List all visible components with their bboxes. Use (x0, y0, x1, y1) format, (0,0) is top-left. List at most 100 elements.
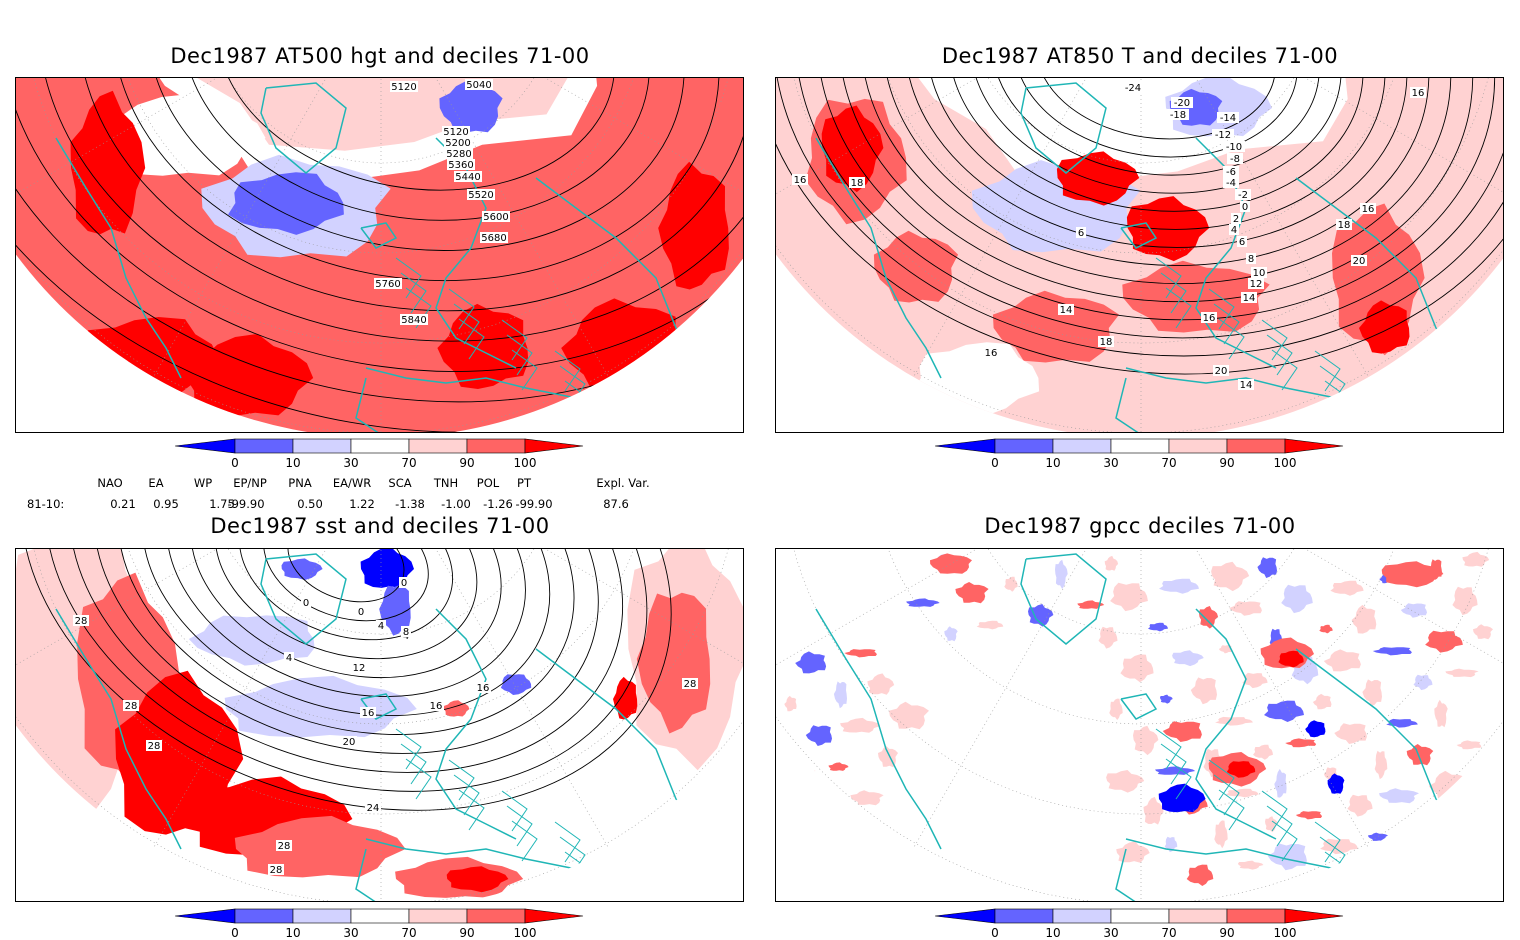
precip-cell (976, 620, 1004, 630)
index-value: 0.50 (297, 497, 323, 511)
colorbar-tick-label: 90 (459, 456, 475, 470)
border-line (1266, 805, 1293, 847)
colorbar-arrow-low (935, 908, 996, 924)
index-header: EA (148, 476, 164, 490)
anomaly-region (613, 676, 638, 720)
contour-label-bg (849, 177, 865, 188)
colorbar-segment (292, 438, 352, 454)
contour-label-bg (1213, 365, 1229, 376)
contour-label: 14 (1240, 380, 1253, 391)
contour-label: 5840 (401, 315, 426, 326)
colorbar-tick-label: 70 (401, 926, 417, 940)
contour-label: 20 (343, 737, 356, 748)
index-value: -1.00 (441, 497, 471, 511)
index-header: PT (517, 476, 531, 490)
contour-label-bg (268, 864, 284, 875)
precip-cell (1104, 555, 1119, 571)
contour-label: 0 (303, 598, 309, 609)
contour-label: 16 (985, 348, 998, 359)
anomaly-region (1126, 196, 1210, 262)
contour-line (948, 78, 1364, 212)
precip-cell (1264, 700, 1304, 722)
precip-cell (1312, 693, 1332, 710)
contour-label: 5760 (375, 279, 400, 290)
coastline (1115, 377, 1147, 432)
coastline (1120, 693, 1158, 720)
precip-cell (1362, 679, 1382, 707)
precip-cell (1462, 551, 1490, 567)
index-value: 87.6 (603, 497, 629, 511)
coastline (355, 377, 387, 432)
border-line (1261, 319, 1288, 361)
coastline (815, 608, 942, 850)
contour-label-bg (482, 211, 510, 222)
colorbar-arrow-high (524, 438, 584, 454)
contour-line (77, 78, 743, 312)
colorbar-segment (408, 438, 468, 454)
coastline (1115, 848, 1147, 901)
contour-label-bg (123, 700, 139, 711)
contour-line (182, 78, 650, 221)
coastline (355, 848, 387, 901)
colorbar-tick-label: 30 (343, 456, 359, 470)
contour-line (16, 78, 743, 403)
contour-line (970, 78, 1342, 194)
contour-label: 0 (401, 578, 407, 589)
map-t850: -24 -20 -18 -14 -12 -10 -8 -6 -4 -2 0 2 4 6 6 8 10 12 14 14… (775, 77, 1504, 433)
contour-label-bg (1201, 312, 1217, 323)
precip-cell (1278, 650, 1304, 668)
anomaly-region (992, 290, 1120, 363)
contour-label-bg (1240, 201, 1250, 212)
colorbar-sst: 0 10 30 70 90 100 (175, 908, 585, 940)
contour-label: 24 (367, 803, 380, 814)
contour-label-bg (146, 740, 162, 751)
border-line (448, 288, 475, 330)
index-value: 0.95 (153, 497, 179, 511)
colorbar-segment (994, 908, 1054, 924)
precip-cell (1439, 845, 1472, 873)
contour-label-bg (1167, 109, 1189, 120)
index-value: 1.75 (209, 497, 235, 511)
contour-line (882, 78, 1430, 266)
precip-cell (1162, 721, 1202, 742)
precip-cell (833, 681, 847, 709)
contour-label: 12 (1250, 279, 1263, 290)
contour-label-bg (447, 159, 475, 170)
border-line (1261, 790, 1288, 832)
colorbar-hgt500: 0 10 30 70 90 100 (175, 438, 585, 478)
contour-label-bg (1251, 267, 1267, 278)
contour-label-bg (1235, 189, 1251, 200)
precip-cell (1381, 561, 1444, 588)
colorbar-arrow-low (935, 438, 996, 454)
contour-line (992, 78, 1320, 176)
colorbar-tick-label: 10 (1045, 456, 1061, 470)
contour-label: 8 (403, 627, 409, 638)
border-line (1367, 852, 1394, 894)
anomaly-region (185, 333, 314, 416)
precip-cell (1172, 650, 1204, 667)
precip-cell (889, 701, 929, 730)
precip-cell (1226, 761, 1256, 778)
border-line (1314, 821, 1341, 863)
precip-cell (1148, 622, 1168, 632)
contour-label: 5360 (448, 160, 473, 171)
index-header: NAO (97, 476, 123, 490)
precip-cell (1473, 624, 1493, 640)
colorbar-segment (350, 438, 410, 454)
contour-label: 4 (378, 621, 384, 632)
precip-cell (1274, 768, 1287, 798)
colorbar-segment (234, 438, 294, 454)
precip-cell (850, 790, 884, 806)
border-line (554, 821, 581, 863)
precip-cell (1379, 788, 1419, 804)
contour-label-bg (301, 597, 311, 608)
index-header: EA/WR (332, 476, 372, 490)
contour-label: -12 (1215, 130, 1231, 141)
index-header: SCA (388, 476, 412, 490)
precip-cell (801, 792, 835, 821)
colorbar-arrow-high (1284, 438, 1344, 454)
colorbar-segment (994, 438, 1054, 454)
contour-label: 8 (1248, 254, 1254, 265)
contour-label: 18 (1100, 337, 1113, 348)
anomaly-region (1056, 151, 1140, 206)
